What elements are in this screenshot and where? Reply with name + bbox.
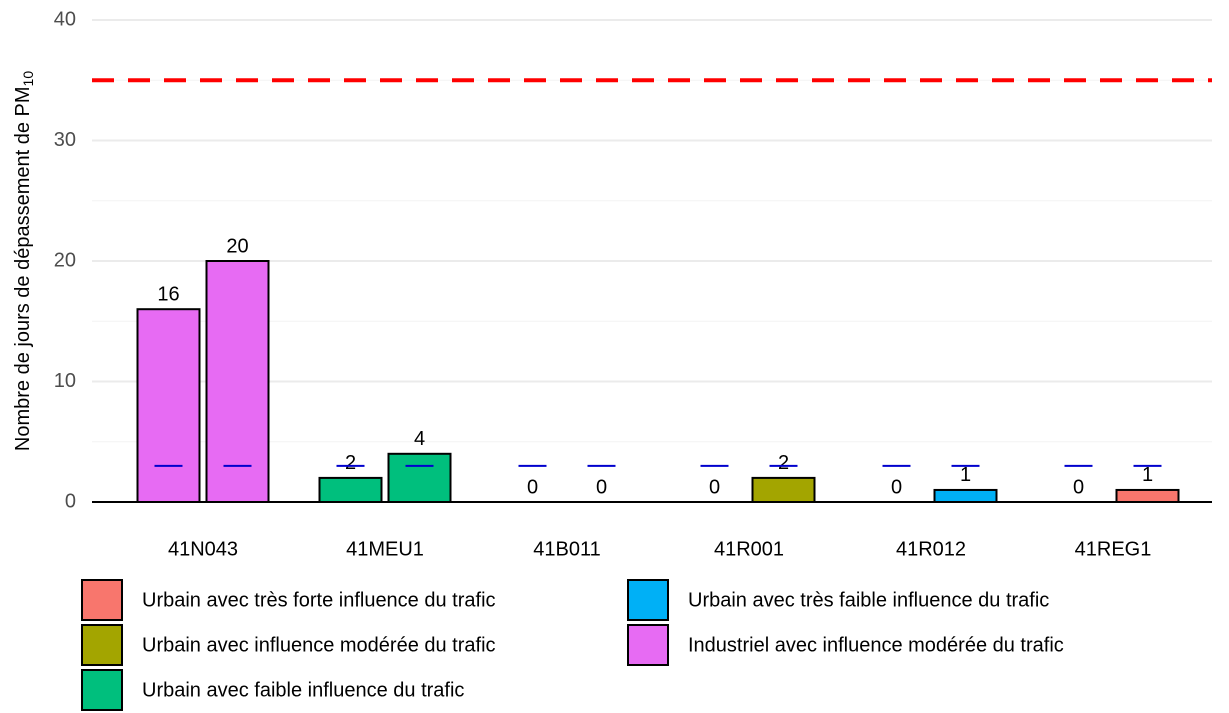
value-label: 0 <box>527 476 538 498</box>
bar <box>205 260 270 503</box>
bar <box>318 476 383 503</box>
value-label: 20 <box>226 235 248 257</box>
x-tick-label: 41N043 <box>168 538 238 560</box>
value-label: 2 <box>345 452 356 474</box>
value-label: 2 <box>778 452 789 474</box>
y-axis-label: Nombre de jours de dépassement de PM10 <box>12 71 35 451</box>
value-label: 0 <box>1073 476 1084 498</box>
legend-label: Urbain avec influence modérée du trafic <box>142 634 496 656</box>
bar <box>387 452 452 503</box>
y-tick-label: 30 <box>54 129 76 151</box>
bar <box>136 308 201 504</box>
value-label: 16 <box>157 283 179 305</box>
legend-label: Urbain avec faible influence du trafic <box>142 679 464 701</box>
bar <box>933 488 998 504</box>
legend-label: Urbain avec très forte influence du traf… <box>142 589 496 611</box>
bar <box>751 476 816 503</box>
value-label: 0 <box>596 476 607 498</box>
value-label: 1 <box>1142 464 1153 486</box>
x-tick-label: 41R012 <box>896 538 966 560</box>
value-label: 0 <box>891 476 902 498</box>
legend-key <box>627 579 669 621</box>
y-tick-label: 20 <box>54 249 76 271</box>
value-label: 0 <box>709 476 720 498</box>
value-label: 1 <box>960 464 971 486</box>
x-tick-label: 41REG1 <box>1075 538 1152 560</box>
y-axis-label-main: Nombre de jours de dépassement de PM <box>12 86 34 451</box>
x-tick-label: 41R001 <box>714 538 784 560</box>
legend-key <box>81 669 123 711</box>
x-tick-label: 41MEU1 <box>346 538 424 560</box>
value-label: 4 <box>414 428 425 450</box>
y-axis-label-subscript: 10 <box>20 71 36 87</box>
legend-label: Industriel avec influence modérée du tra… <box>688 634 1064 656</box>
y-tick-label: 0 <box>65 490 76 512</box>
legend-label: Urbain avec très faible influence du tra… <box>688 589 1049 611</box>
legend-key <box>81 579 123 621</box>
y-tick-label: 10 <box>54 370 76 392</box>
x-tick-label: 41B011 <box>533 538 600 560</box>
bar <box>1115 488 1180 504</box>
y-tick-label: 40 <box>54 8 76 30</box>
legend-key <box>627 624 669 666</box>
legend-key <box>81 624 123 666</box>
